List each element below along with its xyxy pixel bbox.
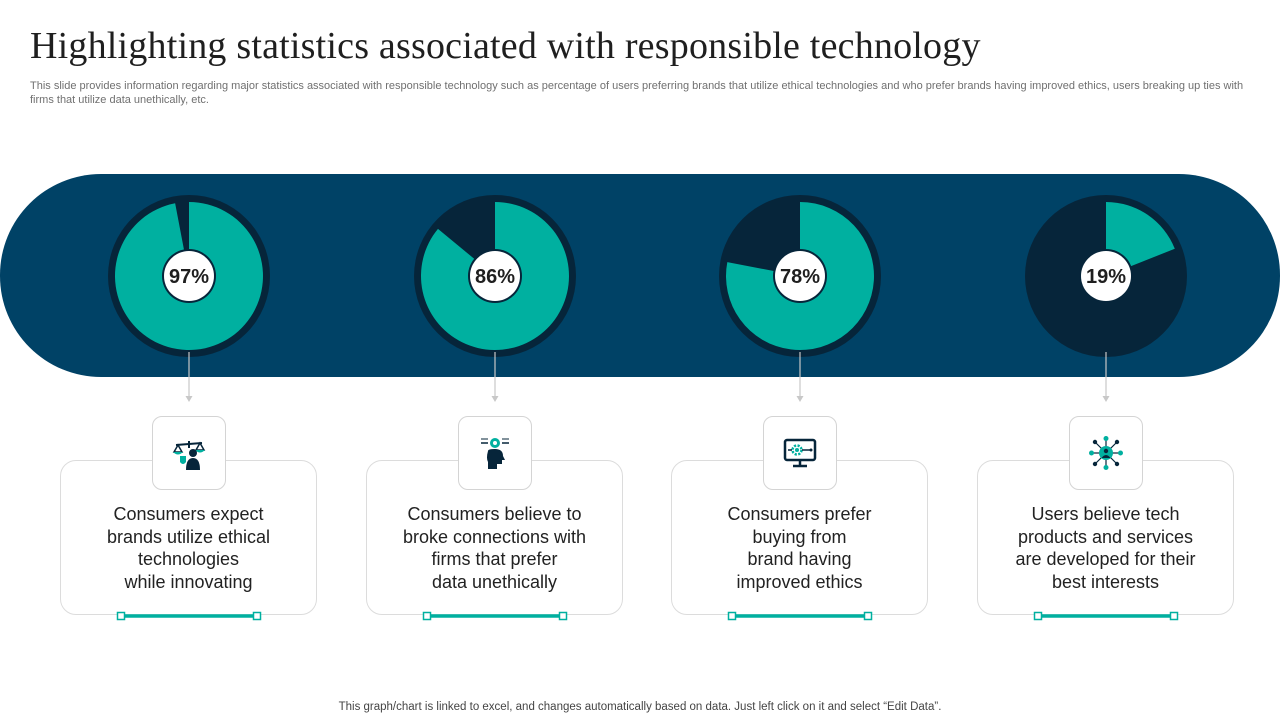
icon-box-1 <box>152 416 226 490</box>
donut-chart-1[interactable]: 97% <box>108 195 270 621</box>
connector-arrow-2 <box>491 396 499 402</box>
card-bar-handle-right-1 <box>252 611 262 621</box>
connector-arrow-3 <box>796 396 804 402</box>
card-bar-handle-right-2 <box>558 611 568 621</box>
donut-chart-2[interactable]: 86% <box>414 195 576 621</box>
card-bar-handle-left-2 <box>422 611 432 621</box>
icon-box-3 <box>763 416 837 490</box>
donut-hole-4 <box>1081 251 1131 301</box>
donut-label-2: 86% <box>475 266 515 288</box>
page-subtitle: This slide provides information regardin… <box>30 80 1244 106</box>
card-bar-handle-left-1 <box>116 611 126 621</box>
ai-head-icon <box>481 438 509 469</box>
user-network-icon <box>1089 436 1123 470</box>
donut-chart-3[interactable]: 78% <box>719 195 881 621</box>
ethics-scale-icon <box>172 441 206 470</box>
donut-hole-3 <box>775 251 825 301</box>
stat-caption-2: Consumers believe to broke connections w… <box>402 504 587 592</box>
donut-chart-4[interactable]: 19% <box>1025 195 1187 621</box>
card-bar-handle-left-3 <box>727 611 737 621</box>
connector-arrow-4 <box>1102 396 1110 402</box>
icon-box-2 <box>458 416 532 490</box>
stat-caption-1: Consumers expect brands utilize ethical … <box>106 504 271 592</box>
stat-caption-4: Users believe tech products and services… <box>1015 504 1196 592</box>
donut-label-4: 19% <box>1086 266 1126 288</box>
connector-arrow-1 <box>185 396 193 402</box>
donut-label-3: 78% <box>780 266 820 288</box>
page-title: Highlighting statistics associated with … <box>30 25 981 67</box>
icon-box-4 <box>1069 416 1143 490</box>
card-bar-handle-right-4 <box>1169 611 1179 621</box>
monitor-gear-icon <box>783 438 817 468</box>
donut-label-1: 97% <box>169 266 209 288</box>
footer-note: This graph/chart is linked to excel, and… <box>338 701 942 713</box>
card-bar-handle-left-4 <box>1033 611 1043 621</box>
donut-hole-2 <box>470 251 520 301</box>
stat-caption-3: Consumers prefer buying from brand havin… <box>727 504 872 592</box>
card-bar-handle-right-3 <box>863 611 873 621</box>
donut-hole-1 <box>164 251 214 301</box>
